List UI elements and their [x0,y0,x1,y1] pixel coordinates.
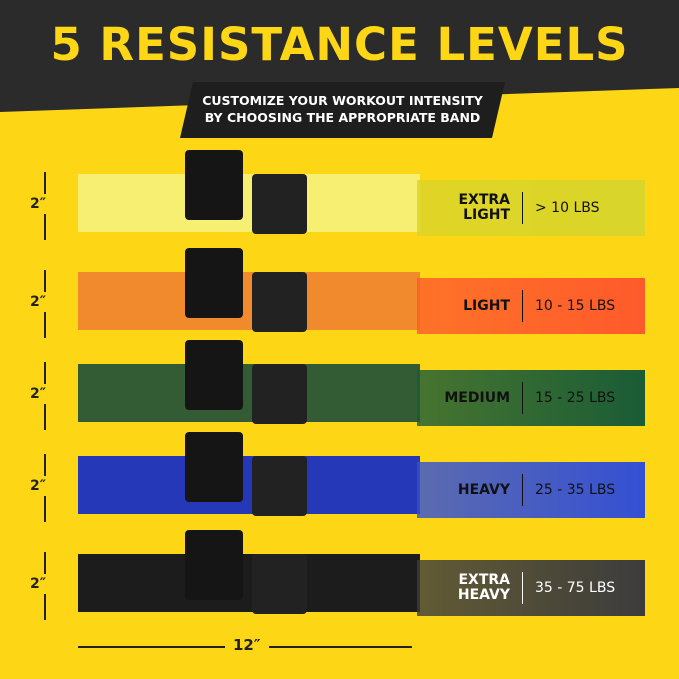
buckle-female [185,248,243,318]
level-range: 25 - 35 LBS [535,482,616,498]
subtitle-line: CUSTOMIZE YOUR WORKOUT INTENSITY [202,93,483,108]
buckle-male [252,174,307,234]
buckle-female [185,530,243,600]
level-name: EXTRA HEAVY [457,572,510,603]
buckle-male [252,364,307,424]
resistance-band [78,554,420,612]
level-name: LIGHT [463,297,510,314]
buckle-female [185,340,243,410]
level-name: HEAVY [457,481,510,498]
level-name: EXTRA LIGHT [458,192,510,223]
level-panel: EXTRA HEAVY 35 - 75 LBS [417,560,645,616]
divider [522,290,523,322]
subtitle-line: BY CHOOSING THE APPROPRIATE BAND [204,110,481,125]
buckle-female [185,150,243,220]
level-range: > 10 LBS [535,200,600,216]
width-label: 2″ [30,194,46,214]
level-range: 15 - 25 LBS [535,390,616,406]
width-label: 2″ [30,292,46,312]
buckle-male [252,272,307,332]
resistance-band [78,174,420,232]
level-name: MEDIUM [444,389,510,406]
width-label: 2″ [30,574,46,594]
page-title: 5 RESISTANCE LEVELS [50,18,629,71]
length-label: 12″ [225,636,269,654]
level-panel: HEAVY 25 - 35 LBS [417,462,645,518]
level-panel: MEDIUM 15 - 25 LBS [417,370,645,426]
level-panel: EXTRA LIGHT > 10 LBS [417,180,645,236]
divider [522,382,523,414]
level-panel: LIGHT 10 - 15 LBS [417,278,645,334]
resistance-band [78,364,420,422]
divider [522,572,523,604]
buckle-male [252,554,307,614]
buckle-male [252,456,307,516]
buckle-female [185,432,243,502]
width-label: 2″ [30,476,46,496]
divider [522,192,523,224]
subtitle: CUSTOMIZE YOUR WORKOUT INTENSITY BY CHOO… [180,82,505,138]
resistance-band [78,456,420,514]
level-range: 10 - 15 LBS [535,298,616,314]
divider [522,474,523,506]
width-label: 2″ [30,384,46,404]
level-range: 35 - 75 LBS [535,580,616,596]
resistance-band [78,272,420,330]
